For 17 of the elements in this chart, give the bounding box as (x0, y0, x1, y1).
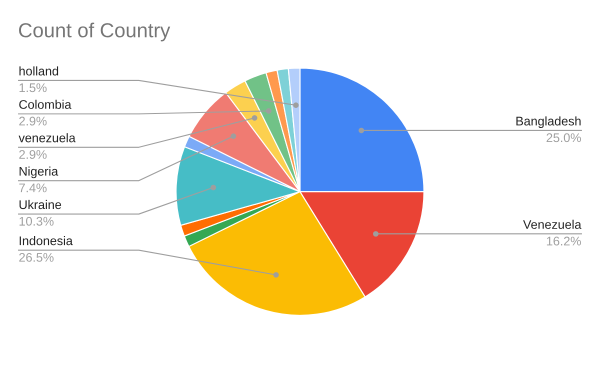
slice-label: venezuela (18, 133, 76, 142)
data-label: 1.5% (20, 83, 47, 92)
slice-label: holland (19, 66, 58, 76)
data-label: 7.4% (19, 184, 47, 192)
data-label: 2.9% (19, 150, 47, 159)
data-label: 26.5% (19, 252, 54, 262)
data-label: 25.0% (546, 133, 581, 142)
slice-label: Venezuela (523, 220, 582, 229)
data-label: 10.3% (20, 216, 54, 226)
slice-label: Nigeria (20, 166, 58, 178)
slice-label: Colombia (19, 100, 72, 109)
data-label: 2.9% (19, 116, 47, 126)
slice-label: Bangladesh (516, 116, 581, 128)
chart-title: Count of Country (19, 22, 170, 42)
data-label: 16.2% (546, 236, 581, 246)
slice-label: Indonesia (20, 236, 73, 246)
slice-label: Ukraine (20, 200, 62, 210)
